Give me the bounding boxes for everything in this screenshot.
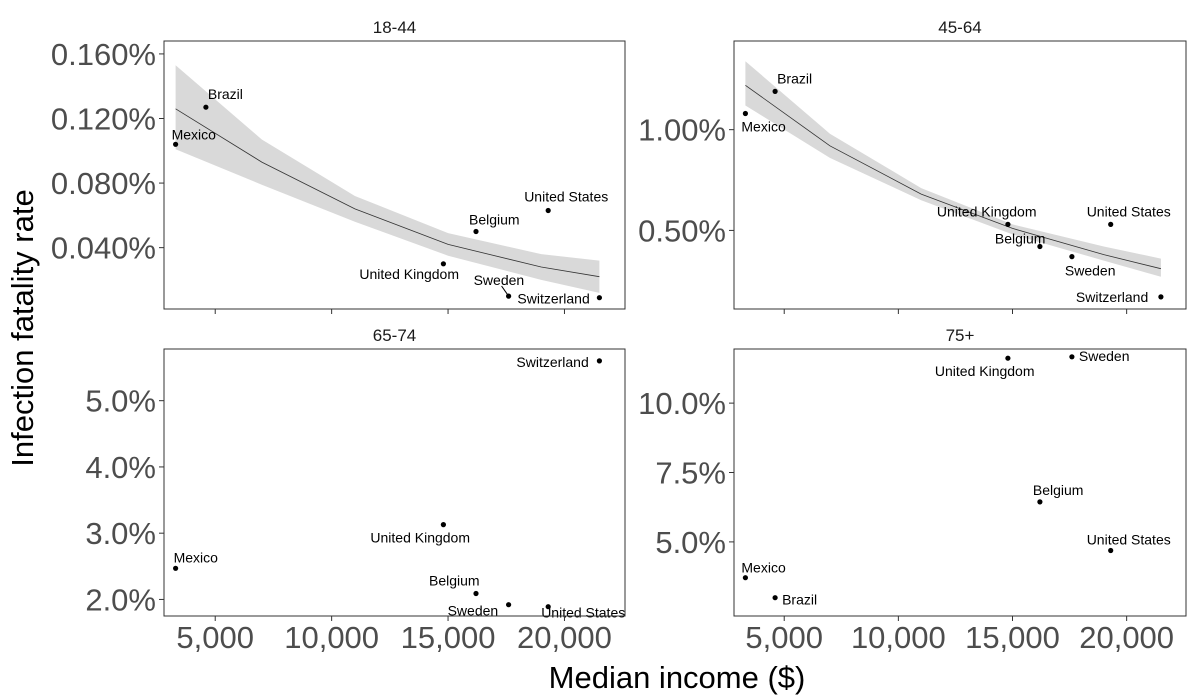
point-switzerland	[596, 358, 603, 364]
point-label: Brazil	[777, 70, 812, 86]
y-tick-label: 7.5%	[655, 456, 726, 491]
point-sweden	[506, 602, 512, 608]
panel-title: 65-74	[373, 326, 416, 345]
point-mexico	[173, 565, 179, 571]
point-united-states	[545, 207, 551, 214]
point-label: United States	[541, 605, 625, 621]
fit-line	[175, 108, 600, 278]
point-label: Sweden	[448, 603, 499, 619]
point-label: Switzerland	[516, 354, 588, 370]
point-label: United States	[1087, 203, 1171, 219]
point-mexico	[742, 110, 749, 117]
point-sweden	[1069, 354, 1075, 360]
point-label: Belgium	[995, 231, 1046, 247]
point-united-states	[1108, 547, 1114, 554]
point-label: United States	[1087, 532, 1171, 548]
point-belgium	[1037, 499, 1043, 505]
point-label: Mexico	[172, 126, 217, 142]
fit-line	[745, 84, 1161, 270]
panel-border	[163, 348, 626, 617]
y-tick-label: 0.50%	[638, 213, 726, 248]
y-tick-label: 10.0%	[638, 386, 726, 421]
confidence-band	[175, 65, 600, 293]
point-united-states	[545, 604, 551, 610]
x-tick-label: 10,000	[851, 620, 946, 655]
point-label: Sweden	[474, 272, 525, 288]
point-belgium	[473, 228, 479, 235]
point-label: Sweden	[1065, 263, 1116, 279]
panel-border	[733, 348, 1187, 617]
point-label: Belgium	[469, 212, 520, 228]
y-tick-label: 3.0%	[85, 516, 156, 551]
panel-45-64: 45-64 Brazil Mexico United Kingdom United St…	[638, 18, 1187, 314]
confidence-band	[745, 61, 1161, 277]
x-tick-label: 20,000	[1079, 620, 1174, 655]
panel-75+: 75+ United Kingdom Sweden Belgium United Sta…	[638, 326, 1187, 655]
point-label: United Kingdom	[937, 203, 1037, 219]
point-brazil	[203, 104, 209, 110]
point-label: Brazil	[208, 86, 243, 102]
point-brazil	[772, 88, 778, 94]
y-axis-title: Infection fatality rate	[5, 189, 40, 466]
panel-title: 18-44	[373, 18, 416, 37]
y-tick-label: 5.0%	[655, 525, 726, 560]
point-label: Switzerland	[1076, 289, 1148, 305]
point-label: Mexico	[741, 560, 786, 576]
y-tick-label: 5.0%	[85, 384, 156, 419]
point-united-kingdom	[1005, 355, 1011, 361]
point-united-kingdom	[440, 261, 446, 267]
y-tick-label: 1.00%	[638, 113, 726, 148]
panel-border	[163, 40, 626, 310]
x-tick-label: 10,000	[284, 620, 379, 655]
point-mexico	[742, 575, 749, 581]
point-belgium	[473, 590, 479, 597]
point-label: Mexico	[174, 549, 219, 565]
point-united-states	[1108, 221, 1114, 227]
label-leader	[501, 285, 509, 297]
x-tick-label: 20,000	[517, 620, 612, 655]
x-tick-label: 5,000	[176, 620, 254, 655]
panel-title: 45-64	[938, 18, 981, 37]
panel-title: 75+	[946, 326, 975, 345]
y-tick-label: 2.0%	[85, 582, 156, 617]
point-label: Sweden	[1079, 348, 1130, 364]
panel-border	[733, 40, 1187, 310]
y-tick-label: 0.160%	[51, 37, 156, 72]
y-tick-label: 0.120%	[51, 101, 156, 136]
point-mexico	[173, 141, 179, 147]
point-label: Belgium	[1033, 482, 1084, 498]
x-axis-title: Median income ($)	[549, 660, 806, 695]
point-sweden	[1069, 254, 1075, 260]
point-united-kingdom	[1005, 221, 1011, 227]
y-tick-label: 0.080%	[51, 166, 156, 201]
point-switzerland	[1158, 294, 1164, 300]
y-tick-label: 4.0%	[85, 450, 156, 485]
point-label: United Kingdom	[935, 363, 1035, 379]
y-tick-label: 0.040%	[51, 231, 156, 266]
point-label: Belgium	[429, 573, 480, 589]
x-tick-label: 15,000	[401, 620, 496, 655]
point-label: Mexico	[741, 119, 786, 135]
point-brazil	[772, 595, 778, 601]
point-label: United States	[524, 189, 608, 205]
point-label: Brazil	[782, 592, 817, 608]
point-label: United Kingdom	[370, 530, 470, 546]
point-label: United Kingdom	[359, 266, 459, 282]
x-tick-label: 5,000	[745, 620, 823, 655]
point-label: Switzerland	[517, 291, 589, 307]
point-united-kingdom	[440, 522, 446, 528]
point-switzerland	[596, 295, 603, 301]
point-belgium	[1037, 243, 1043, 250]
x-tick-label: 15,000	[965, 620, 1060, 655]
panel-65-74: 65-74 Switzerland United Kingdom Mexico Belg…	[85, 326, 626, 655]
